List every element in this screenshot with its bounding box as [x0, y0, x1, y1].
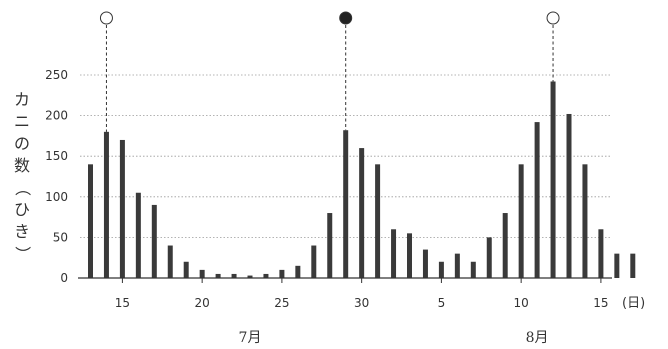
bar: [550, 81, 556, 278]
x-tick-labels: 15 20 25 30 5 10 15: [115, 278, 609, 310]
y-axis-label-char: ひ: [14, 200, 30, 219]
bar: [327, 213, 333, 278]
bar: [375, 164, 381, 278]
bar: [470, 261, 476, 278]
y-axis-label-char: き: [14, 222, 30, 241]
moon-markers: [99, 11, 560, 132]
bar: [438, 261, 444, 278]
month-label: 8月: [526, 330, 549, 346]
y-axis-label-char: ニ: [14, 112, 30, 131]
bar: [199, 269, 205, 278]
bar: [88, 164, 93, 278]
bar: [486, 237, 492, 278]
y-tick-label: 200: [45, 109, 68, 123]
bar: [391, 229, 397, 278]
bar: [343, 130, 349, 278]
bar: [103, 131, 109, 278]
bar: [215, 273, 221, 278]
x-tick-label: 15: [593, 296, 608, 310]
y-tick-labels: 0 50 100 150 200 250: [45, 68, 68, 285]
bar: [247, 275, 253, 278]
month-label: 7月: [239, 330, 262, 346]
y-axis-label-char: 数: [14, 156, 30, 175]
y-axis-label-char: の: [14, 134, 30, 153]
bar: [630, 253, 636, 278]
bar: [135, 192, 141, 278]
y-tick-label: 250: [45, 68, 68, 82]
bar: [534, 122, 540, 278]
x-tick-label: 30: [354, 296, 369, 310]
x-tick-label: 15: [115, 296, 130, 310]
bar: [119, 139, 125, 278]
bar: [614, 253, 620, 278]
x-tick-label: 5: [438, 296, 446, 310]
x-tick-label: 10: [514, 296, 529, 310]
bar: [407, 233, 412, 278]
month-labels: 7月 8月: [239, 330, 549, 346]
bar: [518, 164, 524, 278]
y-axis-label-char: ）: [13, 246, 32, 262]
bar: [295, 265, 301, 278]
bar: [454, 253, 460, 278]
x-axis-unit: (日): [622, 296, 645, 311]
y-axis-label-char: カ: [14, 90, 30, 109]
bar: [167, 245, 173, 278]
bar: [183, 261, 189, 278]
y-tick-label: 50: [53, 230, 68, 244]
bar: [422, 249, 428, 278]
x-tick-label: 25: [274, 296, 289, 310]
bar: [502, 213, 508, 278]
full-moon-marker: [99, 11, 113, 25]
y-tick-label: 100: [45, 190, 68, 204]
bars: [88, 81, 636, 278]
new-moon-marker: [339, 11, 353, 25]
bar: [263, 273, 269, 278]
bar: [359, 148, 365, 278]
x-tick-label: 20: [195, 296, 210, 310]
bar: [231, 273, 237, 278]
full-moon-marker: [546, 11, 560, 25]
bar: [279, 269, 285, 278]
y-tick-label: 150: [45, 149, 68, 163]
bar: [566, 113, 572, 278]
bar: [311, 245, 317, 278]
bar: [151, 204, 157, 278]
bar: [582, 164, 588, 278]
y-axis-label-char: （: [13, 180, 32, 196]
bar: [598, 229, 604, 278]
y-tick-label: 0: [60, 271, 68, 285]
